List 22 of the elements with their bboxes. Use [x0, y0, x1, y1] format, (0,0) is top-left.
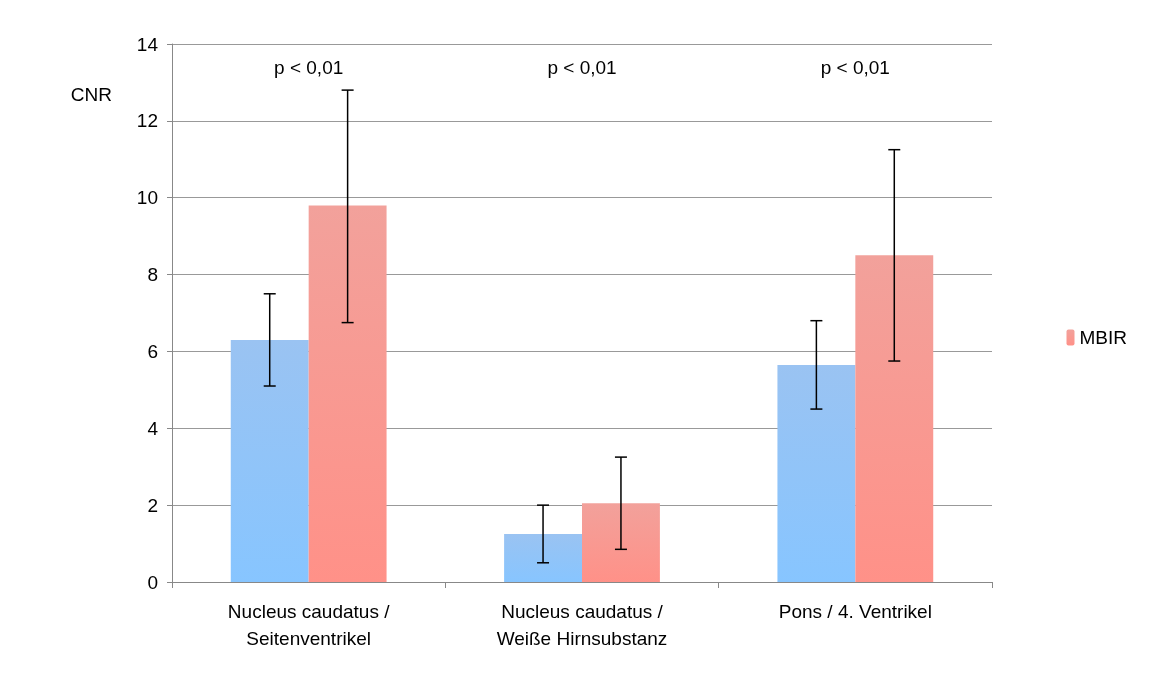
- bar: [504, 533, 582, 582]
- y-tick-label: 4: [147, 417, 159, 439]
- x-tick-label: Nucleus caudatus / Weiße Hirnsubstanz: [496, 601, 668, 649]
- bar: [777, 364, 856, 582]
- y-tick-label: 14: [136, 33, 159, 55]
- bar: [308, 205, 387, 582]
- bar: [230, 339, 309, 582]
- annotation: p < 0,01: [547, 57, 617, 78]
- y-tick-label: 10: [136, 187, 158, 209]
- annotation: p < 0,01: [274, 57, 344, 78]
- x-tick-label: Pons / 4. Ventrikel: [778, 601, 932, 622]
- bar: [855, 255, 934, 582]
- y-tick-label: 12: [136, 110, 158, 132]
- y-axis-title: CNR: [70, 84, 112, 105]
- x-tick-label: Nucleus caudatus / Seitenventrikel: [227, 601, 391, 649]
- legend-label: MBIR: [1079, 327, 1127, 348]
- y-tick-label: 2: [147, 494, 158, 516]
- y-tick-label: 0: [147, 571, 158, 593]
- bar: [582, 503, 660, 582]
- annotation: p < 0,01: [820, 57, 890, 78]
- y-tick-label: 6: [147, 340, 158, 362]
- y-tick-label: 8: [147, 264, 158, 286]
